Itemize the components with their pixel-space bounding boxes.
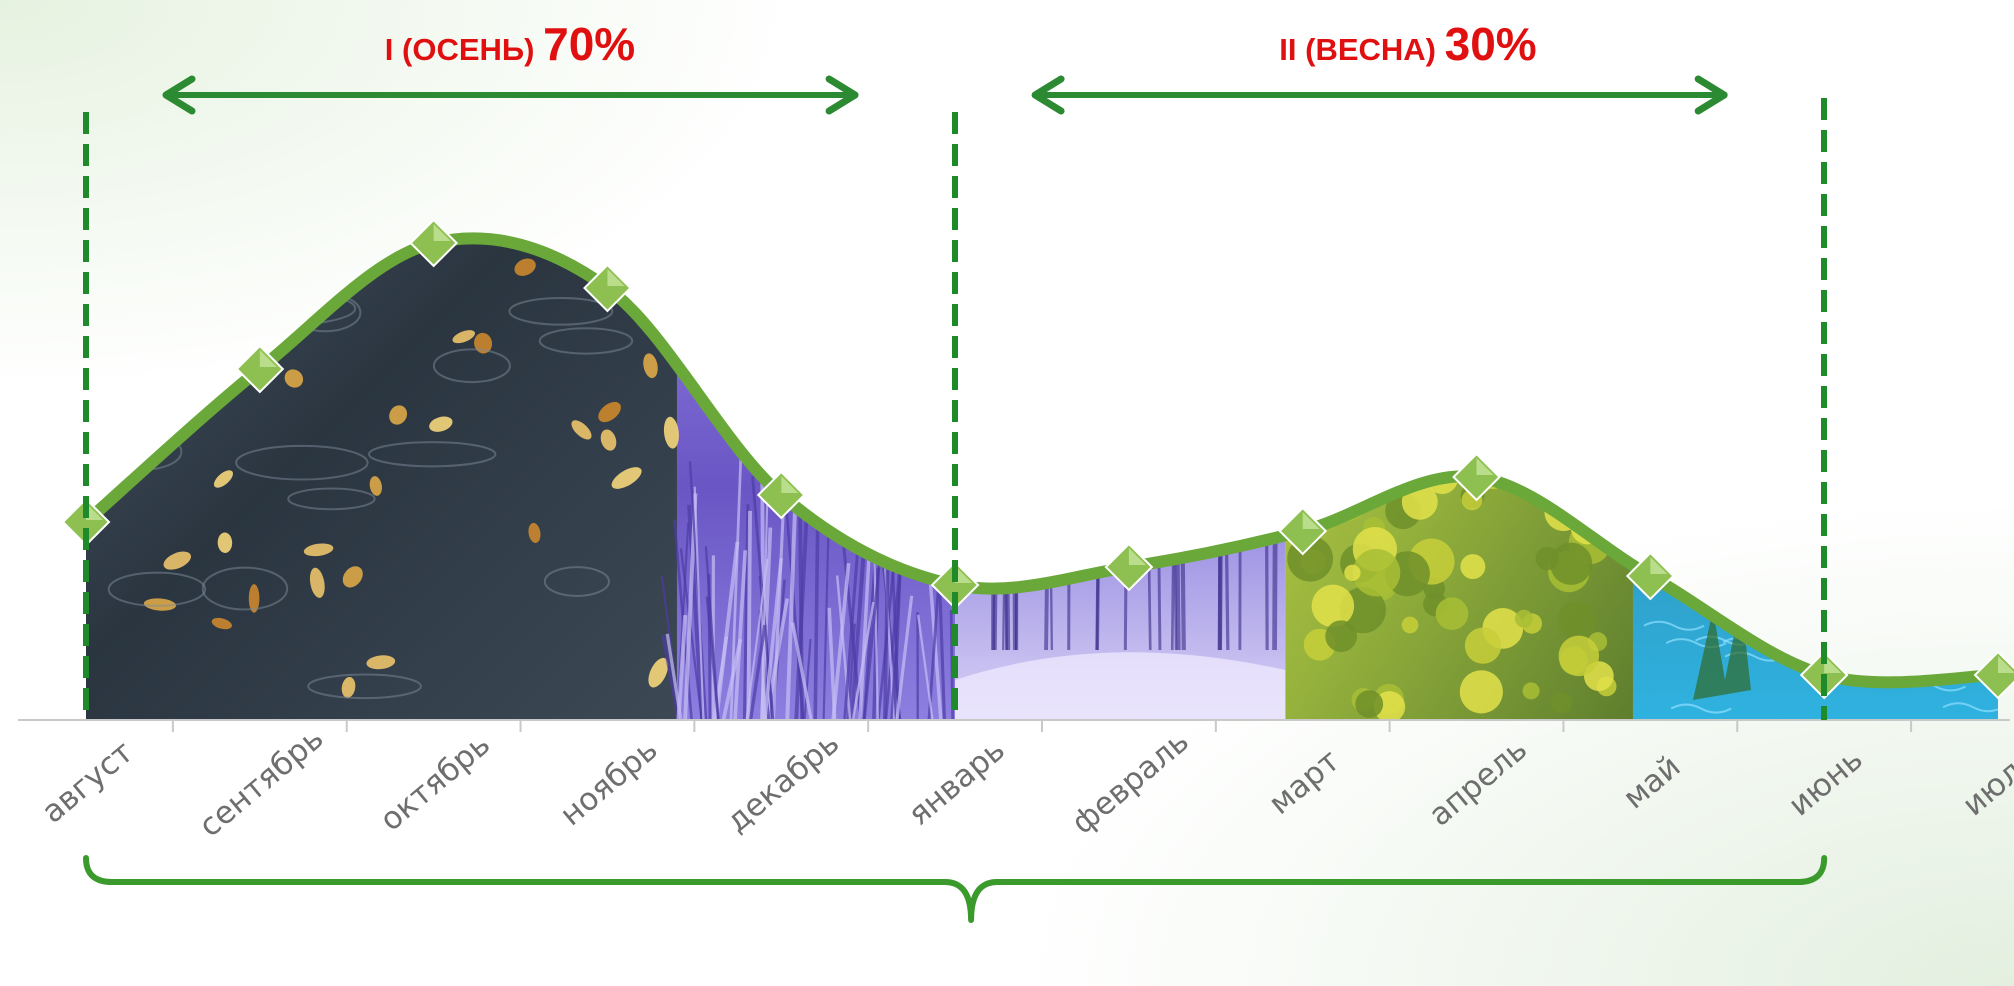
period-share-1: 70% [543, 18, 635, 70]
period-label-2: II (ВЕСНА) 30% [1279, 18, 1536, 70]
segment-winter-snow-forest [955, 238, 1286, 720]
series-markers [61, 218, 2014, 700]
curly-brace [83, 855, 1828, 923]
segment-summer-blue-water [1632, 238, 1998, 720]
x-axis-tick-labels: август сентябрь октябрь ноябрь декабрь январь… [35, 720, 2014, 844]
tick-label-март: март [1262, 743, 1347, 822]
tick-label-октябрь: октябрь [373, 726, 497, 838]
tick-label-июнь: июнь [1782, 741, 1870, 823]
tick-label-август: август [35, 734, 140, 830]
period-share-2: 30% [1445, 18, 1537, 70]
tick-label-ноябрь: ноябрь [553, 732, 664, 833]
period-arrow-2 [1031, 75, 1728, 115]
tick-label-февраль: февраль [1065, 723, 1196, 841]
tick-label-июль: июль [1956, 741, 2014, 823]
tick-label-январь: январь [901, 732, 1012, 833]
tick-label-сентябрь: сентябрь [192, 720, 330, 844]
marker-март [1278, 506, 1328, 556]
period-name-2: II (ВЕСНА) [1279, 32, 1444, 67]
marker-февраль [1104, 542, 1154, 592]
tick-label-апрель: апрель [1422, 731, 1534, 833]
period-arrows [162, 75, 1728, 115]
marker-апрель [1452, 452, 1501, 502]
marker-май [1625, 551, 1675, 601]
marker-сентябрь [235, 344, 285, 394]
marker-ноябрь [583, 263, 632, 313]
marker-декабрь [756, 470, 806, 520]
period-label-1: I (ОСЕНЬ) 70% [385, 18, 635, 70]
tick-label-май: май [1616, 748, 1687, 816]
period-arrow-1 [162, 75, 859, 115]
tick-label-декабрь: декабрь [719, 725, 846, 840]
period-name-1: I (ОСЕНЬ) [385, 32, 543, 67]
period-labels: I (ОСЕНЬ) 70% II (ВЕСНА) 30% [385, 18, 1537, 70]
x-axis-ticks [171, 720, 1913, 732]
marker-октябрь [409, 218, 459, 268]
period-dividers [83, 98, 1827, 720]
